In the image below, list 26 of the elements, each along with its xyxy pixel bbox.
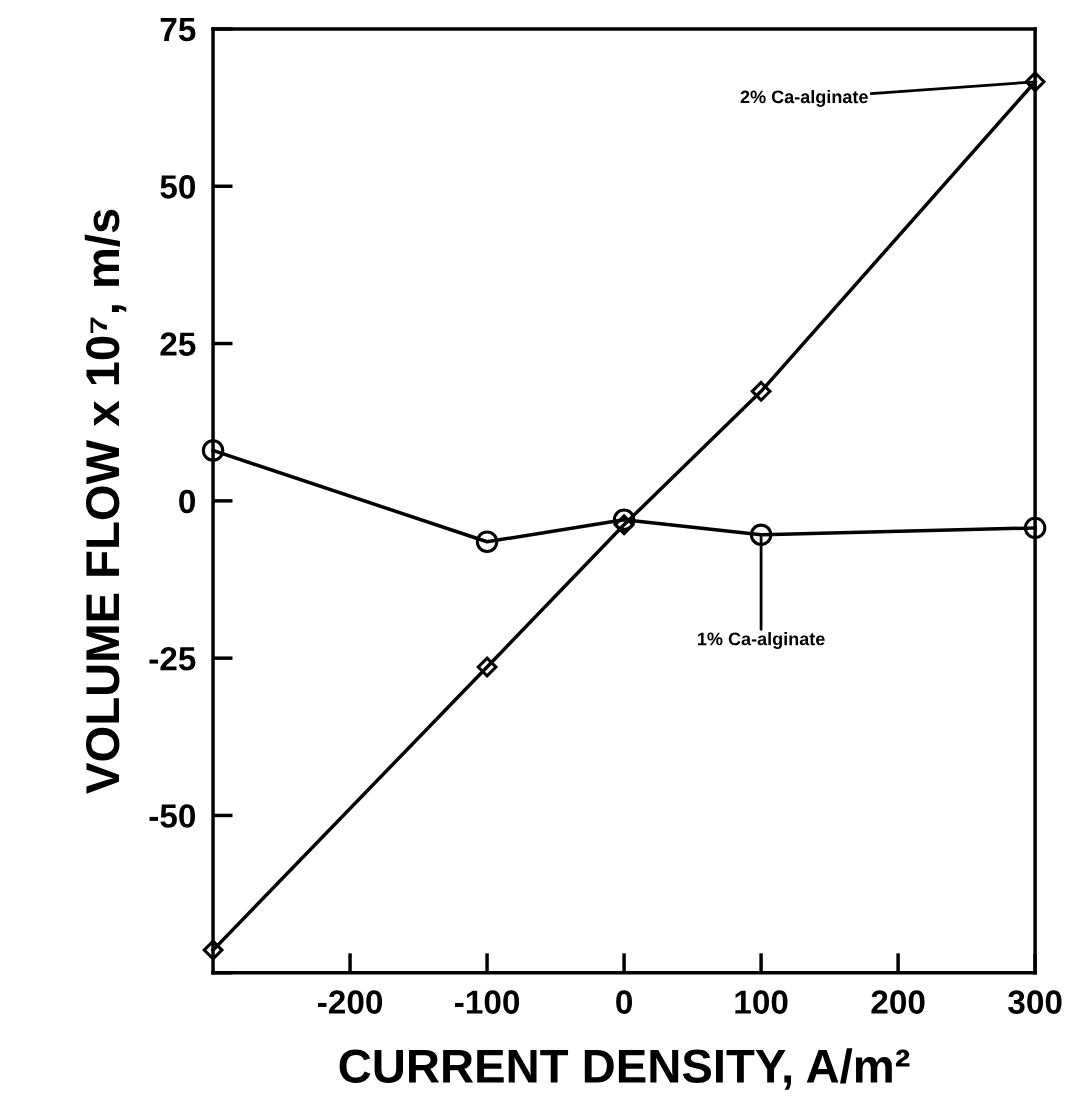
x-tick-label: 200 (871, 990, 925, 1014)
y-tick-label: 75 (160, 18, 196, 42)
point (749, 523, 773, 547)
point (475, 530, 499, 553)
x-tick-label: 300 (1008, 990, 1062, 1014)
x-tick-label: 0 (616, 990, 632, 1014)
y-tick-label: 0 (179, 489, 196, 514)
point (1023, 516, 1047, 540)
x-tick-label: -200 (318, 990, 383, 1014)
y-axis-title: VOLUME FLOW x 10⁷, m/s (84, 209, 127, 794)
point (613, 514, 635, 536)
point (750, 381, 772, 402)
point (1024, 71, 1046, 93)
y-tick-label: 50 (160, 175, 196, 199)
x-tick-label: -100 (455, 990, 520, 1014)
point (612, 508, 636, 531)
y-tick-label: -25 (149, 646, 196, 671)
y-tick-label: -50 (149, 804, 196, 828)
point (201, 439, 225, 462)
x-axis-title: CURRENT DENSITY, A/m² (339, 1048, 910, 1090)
point (476, 656, 498, 678)
annotation: 1% Ca-alginate (698, 632, 825, 649)
x-tick-label: 100 (735, 990, 788, 1014)
y-tick-label: 25 (160, 332, 196, 356)
point (202, 939, 224, 961)
annotation: 2% Ca-alginate (740, 90, 868, 107)
